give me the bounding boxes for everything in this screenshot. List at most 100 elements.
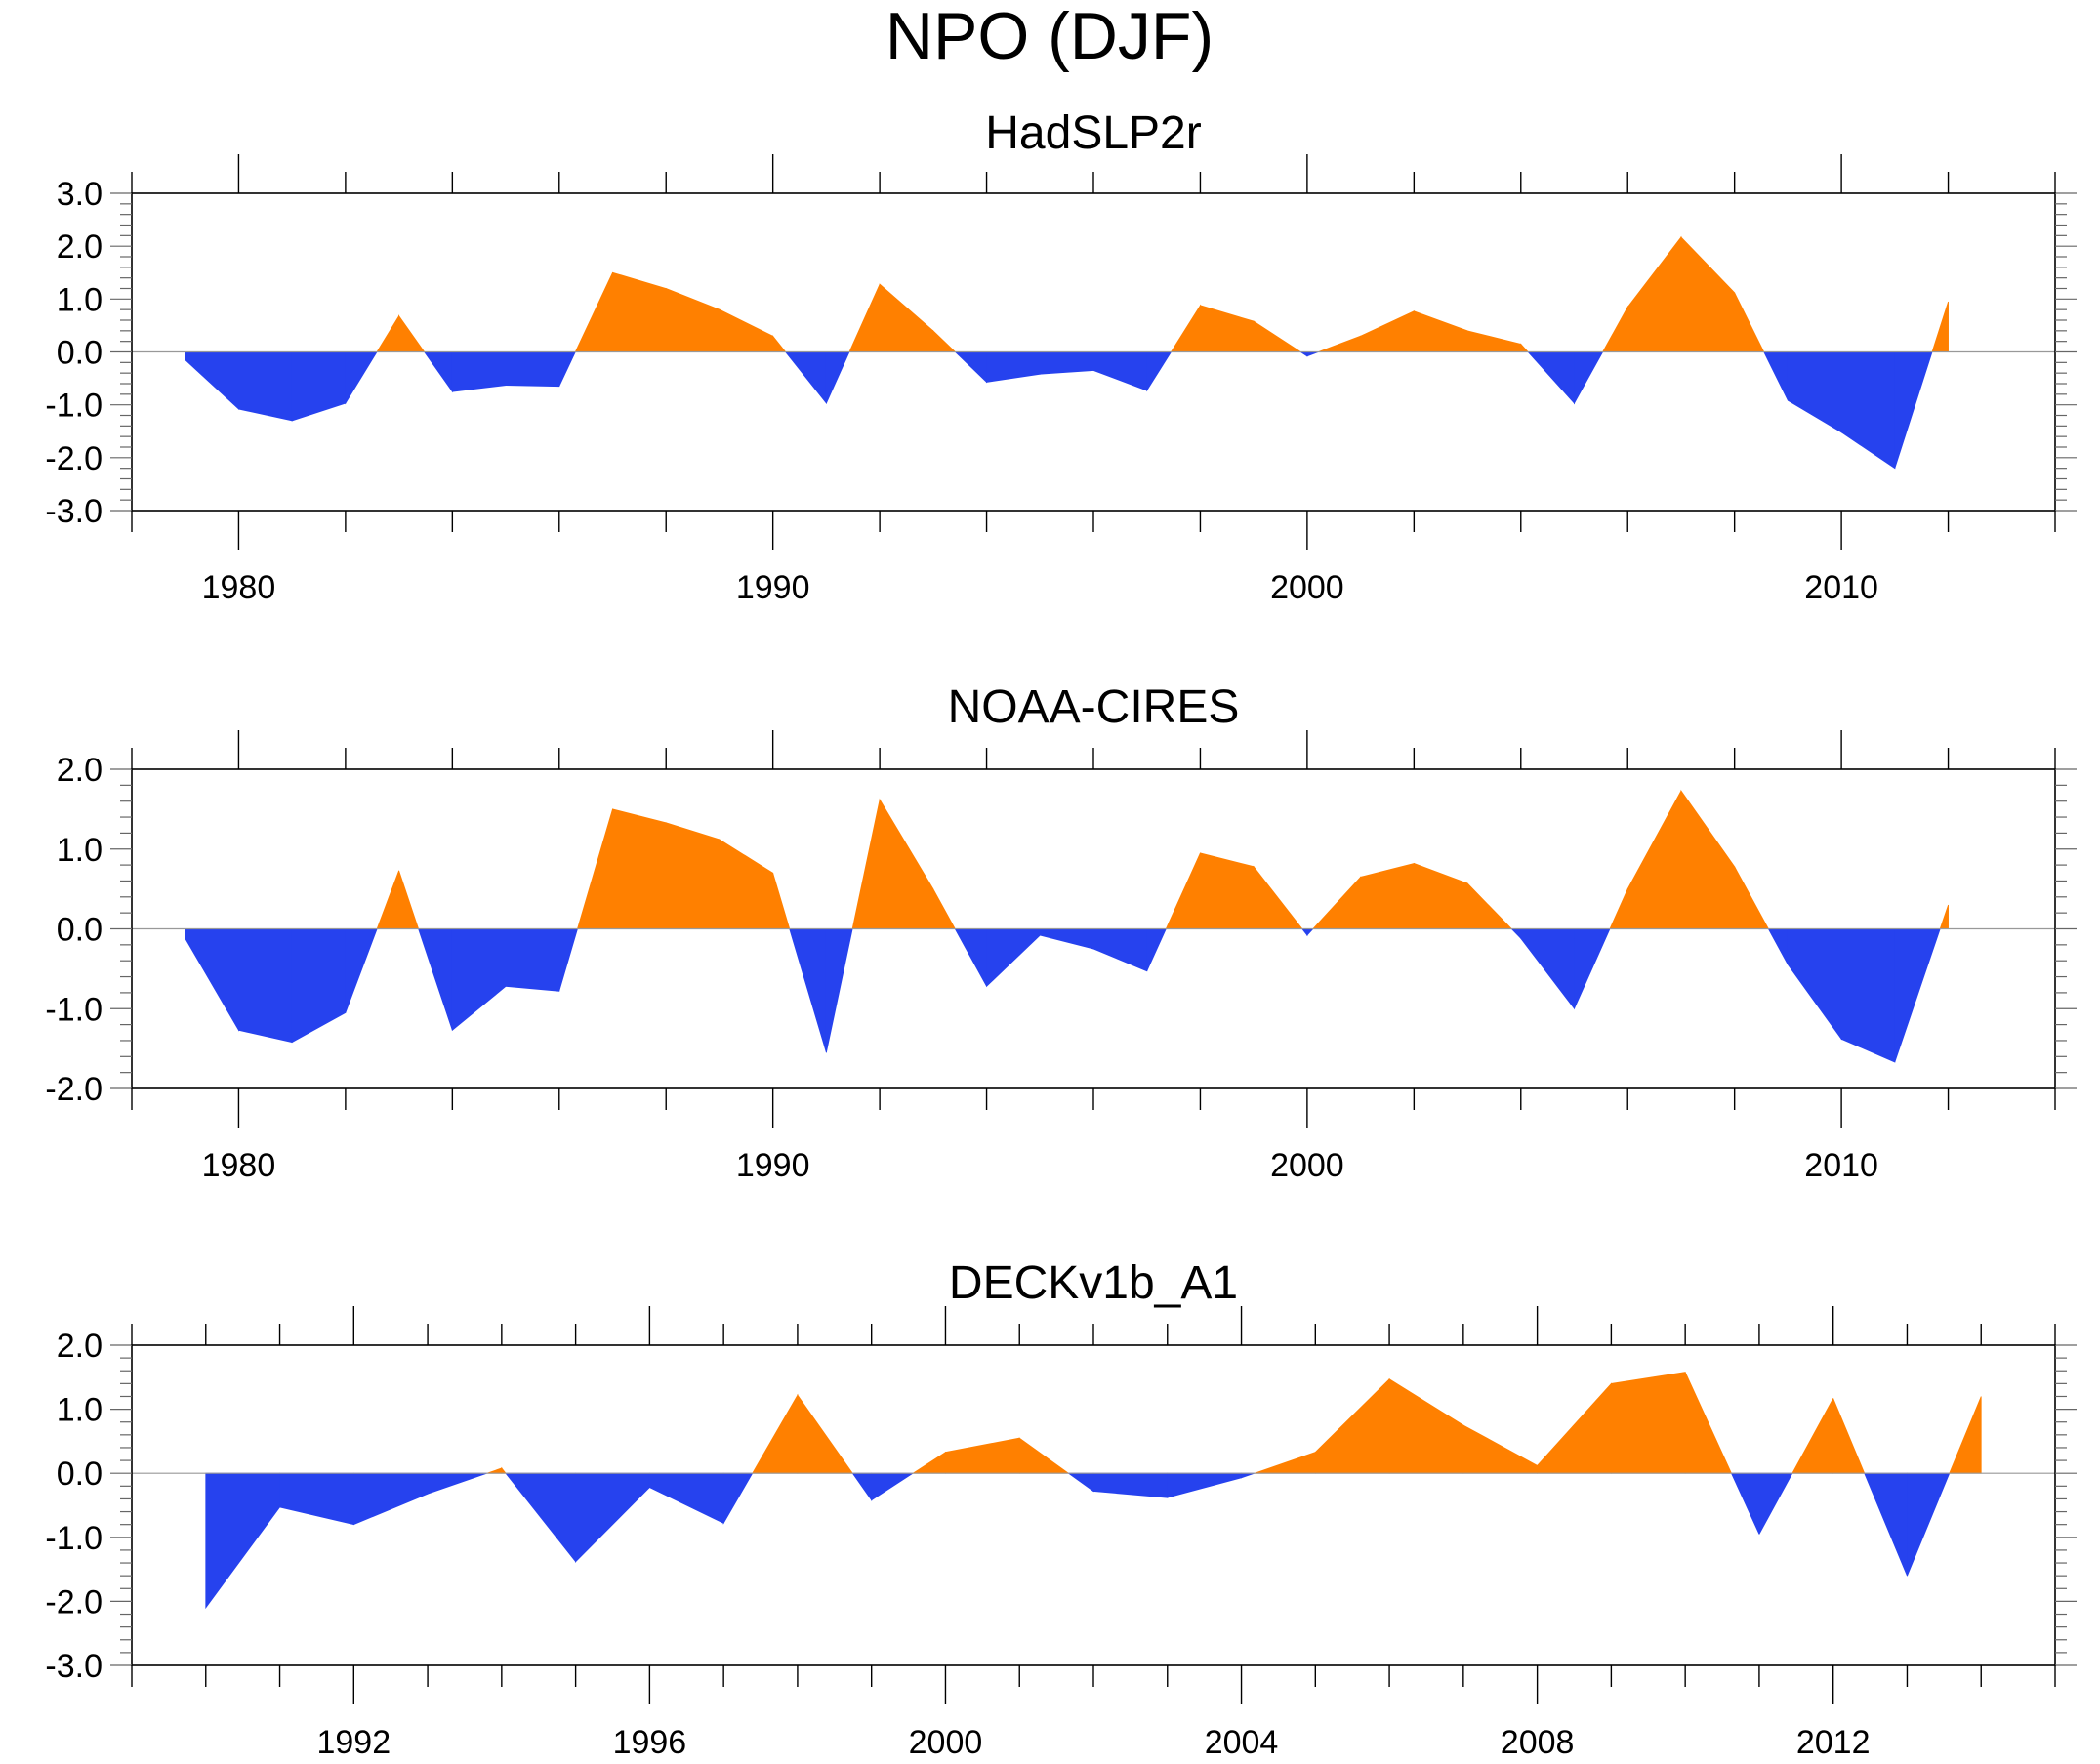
negative-area [1039,351,1094,375]
positive-area [1626,790,1682,929]
negative-area [575,1472,650,1563]
x-tick-label: 1990 [736,569,810,606]
x-tick-label: 2010 [1804,1147,1878,1184]
positive-area [1388,1378,1464,1474]
positive-area [1462,1424,1539,1474]
y-tick-label: -2.0 [45,1583,103,1620]
y-tick-label: -1.0 [45,991,103,1028]
y-tick-label: -1.0 [45,388,103,425]
positive-area [398,314,426,352]
positive-area [665,287,721,352]
positive-area [1734,866,1770,929]
y-tick-label: 1.0 [57,832,103,869]
negative-area [558,928,579,992]
negative-area [238,928,293,1044]
positive-area [501,1466,507,1474]
y-tick-label: 0.0 [57,335,103,372]
negative-area [1787,928,1842,1041]
negative-area [954,351,987,384]
positive-area [1360,862,1415,929]
x-tick-label: 2000 [1270,569,1344,606]
y-tick-label: -2.0 [45,1071,103,1108]
panel-3: DECKv1b_A1 -3.0 -2.0 -1.0 0.0 1.0 2.0 1992 1996 2… [45,1257,2077,1761]
negative-area [1767,928,1789,965]
positive-area [1832,1398,1866,1474]
positive-area [932,888,956,929]
x-tick-label: 1980 [202,569,276,606]
negative-area [648,1472,724,1525]
negative-area [185,351,239,410]
positive-area [945,1437,1020,1474]
x-tick-label: 2004 [1205,1724,1279,1761]
negative-area [505,1472,577,1563]
positive-area [1253,320,1302,352]
negative-area [1039,928,1094,950]
positive-area [1314,1377,1390,1474]
negative-area [345,928,378,1013]
negative-area [1306,351,1319,357]
positive-area [772,873,791,929]
x-tick-label: 1990 [736,1147,810,1184]
positive-area [1254,1451,1316,1474]
negative-area [1167,1472,1242,1498]
x-tick-label: 1996 [613,1724,687,1761]
negative-area [205,1472,280,1610]
positive-area [1018,1437,1070,1474]
negative-area [558,351,576,387]
positive-area [574,272,613,352]
y-tick-label: -2.0 [45,440,103,477]
positive-area [1537,1382,1612,1474]
x-tick-label: 2000 [1270,1147,1344,1184]
positive-area [1165,852,1201,929]
negative-area [1894,928,1941,1063]
negative-area [722,1472,754,1525]
positive-area [612,808,667,929]
negative-area [291,928,347,1044]
positive-area [1200,305,1255,352]
positive-area [1318,335,1362,352]
negative-area [1840,351,1896,470]
negative-area [1146,928,1167,971]
y-tick-label: 2.0 [57,228,103,266]
negative-area [1574,928,1611,1009]
panel-1: HadSLP2r -3.0 -2.0 -1.0 0.0 1.0 2.0 3.0 1980 1990… [45,107,2077,606]
positive-area [1253,865,1303,929]
positive-area [1170,304,1201,352]
positive-area [1466,330,1522,352]
negative-area [1298,351,1308,357]
x-tick-label: 2012 [1796,1724,1871,1761]
positive-area [772,335,787,352]
negative-area [1306,928,1314,937]
negative-area [451,351,507,392]
negative-area [1787,351,1842,433]
negative-area [291,351,347,422]
negative-area [345,351,378,405]
positive-area [398,870,420,929]
positive-area [752,1393,799,1474]
positive-area [1680,235,1736,352]
negative-area [451,928,507,1032]
negative-area [418,928,453,1031]
positive-area [1939,904,1949,929]
negative-area [1520,928,1575,1010]
x-tick-label: 2010 [1804,569,1878,606]
negative-area [1840,928,1896,1063]
negative-area [1510,928,1522,940]
negative-area [1300,928,1308,937]
positive-area [1609,888,1628,929]
y-tick-label: -3.0 [45,1648,103,1685]
positive-area [1413,310,1468,352]
positive-area [797,1393,854,1474]
y-tick-label: 1.0 [57,281,103,318]
positive-area [1413,862,1468,929]
positive-area [1311,876,1362,929]
negative-area [1146,351,1173,392]
positive-area [879,283,934,352]
y-tick-label: 0.0 [57,912,103,949]
negative-area [427,1472,487,1495]
y-tick-label: 2.0 [57,1328,103,1365]
positive-area [1949,1396,1982,1474]
panel-title: NOAA-CIRES [948,681,1240,733]
panel-title: DECKv1b_A1 [949,1257,1238,1309]
